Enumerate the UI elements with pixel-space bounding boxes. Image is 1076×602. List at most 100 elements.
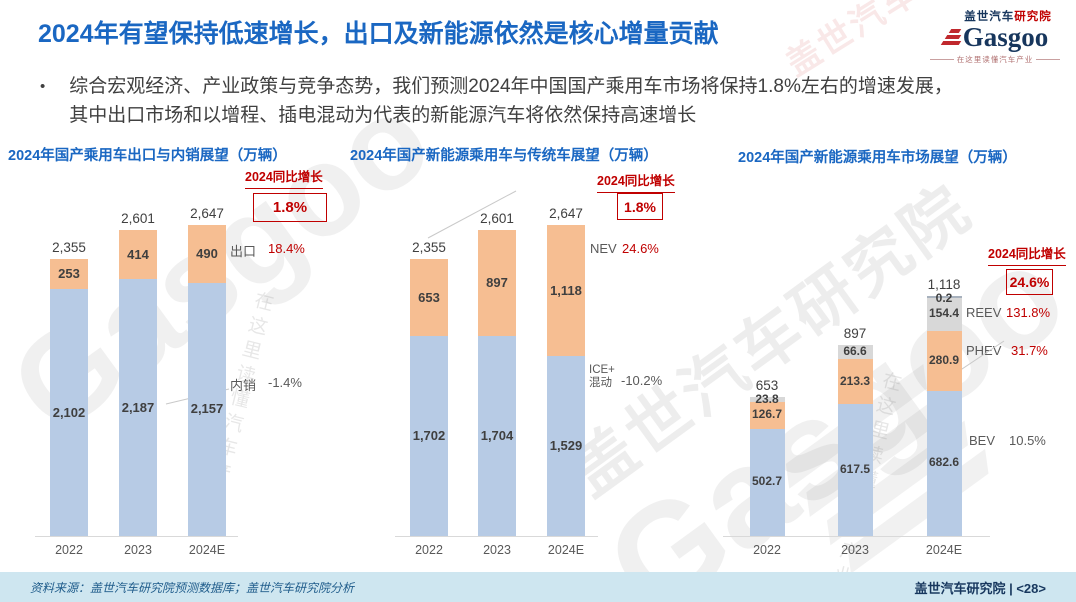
bar-segment [119,230,157,280]
bar-value-label: 154.4 [928,306,960,321]
x-axis-line [395,536,598,537]
chart1-yoy-label: 2024同比增长 [245,166,323,189]
bar-segment [50,289,88,536]
bar-total-label: 1,118 [927,277,961,293]
x-axis-line [35,536,238,537]
bar-value-label: 1,118 [550,282,582,298]
x-axis-label: 2024E [188,543,226,557]
bar-segment [547,356,585,536]
logo-cn-title: 盖世汽车研究院 [956,8,1060,24]
bar-segment [749,396,785,402]
slide-footer: 资料来源：盖世汽车研究院预测数据库；盖世汽车研究院分析 盖世汽车研究院 | <2… [0,572,1076,602]
chart1-domestic-growth: -1.4% [268,375,302,390]
bar-value-label: 66.6 [843,343,867,358]
chart2-nev-label: NEV [590,241,617,256]
bar-total-label: 653 [755,377,779,393]
bar-total-label: 2,647 [549,205,583,221]
bar-value-label: 653 [418,289,440,305]
chart3-reev-growth: 131.8% [1006,305,1051,320]
bar-segment [926,297,962,331]
x-axis-label: 2024E [925,543,963,557]
x-axis-label: 2023 [483,543,511,557]
bar-segment [837,344,873,360]
chart3-title: 2024年国产新能源乘用车市场展望（万辆） [738,150,1017,166]
bar-segment [926,390,962,536]
bar-value-label: 280.9 [928,352,960,367]
chart3-phev-growth: 31.7% [1011,343,1048,358]
bar-segment [926,330,962,391]
logo-cn-red: 研究院 [1014,11,1052,23]
chart3-bev-growth: 10.5% [1009,433,1046,448]
logo-tagline-text: 在这里读懂汽车产业 [956,55,1034,64]
chart2-title: 2024年国产新能源乘用车与传统车展望（万辆） [350,148,658,164]
bar-segment [50,259,88,289]
chart1-yoy-value-box: 1.8% [253,193,327,222]
logo-tagline-dash-right [1036,59,1060,60]
chart2-yoy-value-box: 1.8% [617,193,663,220]
bar-segment [749,428,785,536]
chart2-ice-growth: -10.2% [621,373,663,388]
bar-value-label: 2,187 [121,399,155,415]
bar-value-label: 682.6 [928,455,960,470]
bullet-point: • 综合宏观经济、产业政策与竞争态势，我们预测2024年中国国产乘用车市场将保持… [40,72,1020,130]
bar-value-label: 617.5 [839,462,871,477]
source-note: 资料来源：盖世汽车研究院预测数据库；盖世汽车研究院分析 [30,580,355,595]
chart1-export-growth: 18.4% [268,241,305,256]
bar-value-label: 1,704 [480,427,514,443]
bar-segment [749,401,785,429]
bar-value-label: 0.2 [935,291,953,306]
chart3-bev-label: BEV [969,433,996,448]
logo-cn-blue: 盖世汽车 [964,11,1015,23]
bar-total-label: 2,355 [412,240,446,256]
bar-total-label: 2,601 [121,211,155,227]
chart1-domestic-label: 内销 [230,378,257,393]
bar-value-label: 897 [486,275,508,291]
bar-segment [837,359,873,405]
bar-total-label: 2,355 [52,240,86,256]
bar-segment [547,224,585,357]
chart3-reev-label: REEV [966,305,1002,320]
chart2-nev-growth: 24.6% [622,241,659,256]
x-axis-line [723,536,990,537]
bar-value-label: 502.7 [751,474,783,489]
bar-value-label: 126.7 [751,407,783,422]
bar-segment [119,279,157,536]
x-axis-label: 2022 [55,543,83,557]
bar-segment [188,282,226,536]
chart2-ice-label: ICE+ 混动 [589,364,615,389]
bar-segment [410,336,448,536]
x-axis-label: 2024E [547,543,585,557]
bar-segment [188,224,226,283]
bar-segment [926,296,962,298]
bar-value-label: 2,157 [190,401,224,417]
bar-total-label: 2,601 [480,211,514,227]
bar-total-label: 897 [843,325,867,341]
bar-value-label: 1,529 [549,438,583,454]
bar-total-label: 2,647 [190,205,224,221]
bar-value-label: 490 [196,245,218,261]
x-axis-label: 2022 [415,543,443,557]
bar-value-label: 2,102 [52,404,86,420]
bar-segment [478,335,516,536]
bar-value-label: 1,702 [412,428,446,443]
logo-brand-text: Gasgoo [962,22,1049,52]
x-axis-label: 2023 [124,543,152,557]
bullet-marker: • [40,78,46,95]
chart1-title: 2024年国产乘用车出口与内销展望（万辆） [8,148,287,164]
bar-segment [410,259,448,336]
page-number: 盖世汽车研究院 | <28> [914,580,1046,596]
x-axis-label: 2022 [753,543,781,557]
chart3-yoy-label: 2024同比增长 [988,243,1066,266]
chart3-yoy-value-box: 24.6% [1006,269,1053,295]
bar-segment [478,230,516,336]
bar-value-label: 213.3 [839,373,871,388]
gasgoo-logo: 盖世汽车研究院 Gasgoo 在这里读懂汽车产业 [930,8,1060,65]
bullet-text: 综合宏观经济、产业政策与竞争态势，我们预测2024年中国国产乘用车市场将保持1.… [69,76,953,126]
x-axis-label: 2023 [841,543,869,557]
bar-value-label: 414 [127,246,149,262]
bar-segment [837,404,873,536]
bar-value-label: 23.8 [755,391,779,406]
logo-tagline: 在这里读懂汽车产业 [930,54,1060,65]
bar-value-label: 253 [58,266,80,282]
